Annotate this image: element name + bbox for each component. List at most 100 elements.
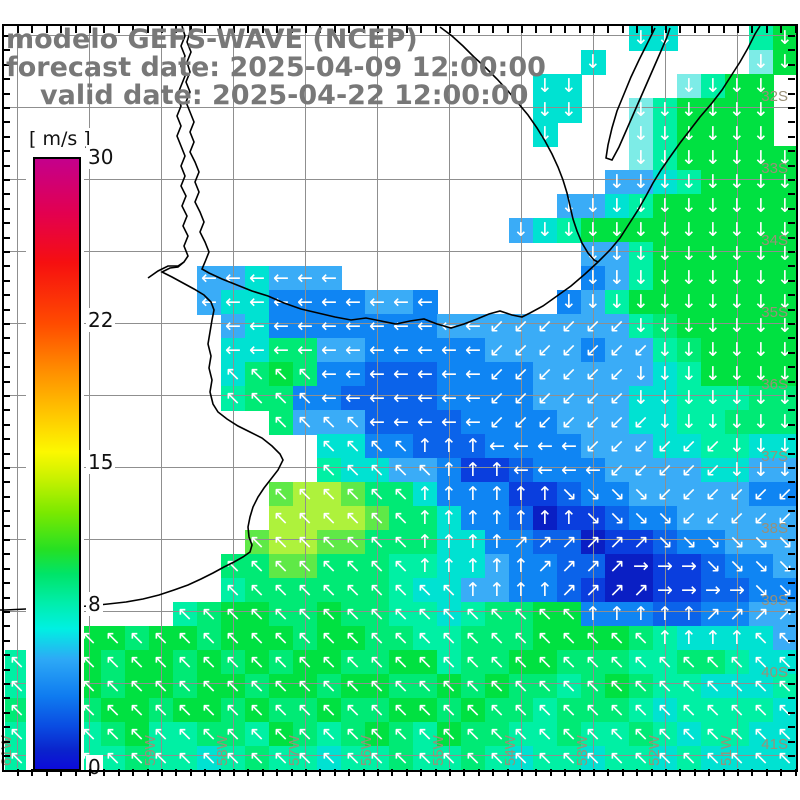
wind-direction-arrow-icon: ↗ [609, 555, 625, 577]
wind-speed-cell [485, 362, 510, 387]
wind-direction-arrow-icon: ↓ [777, 411, 793, 433]
wind-speed-cell [749, 530, 774, 555]
wind-speed-cell [701, 218, 726, 243]
wind-direction-arrow-icon: ↙ [561, 315, 577, 337]
wind-speed-cell [389, 338, 414, 363]
wind-direction-arrow-icon: ← [273, 267, 289, 289]
wind-direction-arrow-icon: ↘ [753, 579, 769, 601]
axis-tick [3, 697, 10, 700]
wind-direction-arrow-icon: ← [369, 411, 385, 433]
axis-tick [788, 625, 795, 628]
wind-speed-cell [557, 314, 582, 339]
wind-speed-cell [677, 482, 702, 507]
axis-tick [333, 769, 336, 776]
axis-tick [788, 711, 795, 714]
wind-direction-arrow-icon: ↓ [753, 363, 769, 385]
wind-speed-cell [413, 362, 438, 387]
wind-direction-arrow-icon: ↖ [345, 507, 361, 529]
wind-speed-cell [677, 362, 702, 387]
wind-speed-cell [269, 530, 294, 555]
wind-direction-arrow-icon: ↓ [753, 435, 769, 457]
wind-direction-arrow-icon: ↑ [465, 579, 481, 601]
wind-direction-arrow-icon: ↙ [609, 315, 625, 337]
wind-speed-cell [749, 122, 774, 147]
wind-direction-arrow-icon: ↗ [753, 603, 769, 625]
wind-speed-cell [341, 434, 366, 459]
wind-speed-cell [557, 410, 582, 435]
wind-direction-arrow-icon: ← [393, 411, 409, 433]
wind-direction-arrow-icon: ↙ [633, 411, 649, 433]
wind-direction-arrow-icon: ↑ [657, 603, 673, 625]
wind-speed-cell [605, 530, 630, 555]
map-title-block: modelo GEFS-WAVE (NCEP) forecast date: 2… [6, 26, 546, 110]
wind-direction-arrow-icon: ↖ [273, 507, 289, 529]
wind-direction-arrow-icon: ← [369, 387, 385, 409]
wind-speed-cell [749, 98, 774, 123]
wind-direction-arrow-icon: ↓ [633, 147, 649, 169]
wind-direction-arrow-icon: ↓ [609, 171, 625, 193]
wind-direction-arrow-icon: ← [321, 315, 337, 337]
axis-tick [3, 668, 10, 671]
wind-direction-arrow-icon: ↗ [633, 531, 649, 553]
wind-direction-arrow-icon: ↓ [777, 315, 793, 337]
wind-direction-arrow-icon: ↙ [561, 411, 577, 433]
wind-direction-arrow-icon: ↘ [681, 531, 697, 553]
wind-speed-cell [605, 170, 630, 195]
wind-speed-cell [533, 362, 558, 387]
wind-direction-arrow-icon: ↗ [729, 603, 745, 625]
wind-speed-cell [461, 482, 486, 507]
wind-speed-cell [605, 386, 630, 411]
axis-tick [788, 207, 795, 210]
axis-tick [722, 26, 725, 33]
axis-tick [794, 26, 797, 33]
wind-direction-arrow-icon: ← [345, 315, 361, 337]
wind-direction-arrow-icon: ← [249, 315, 265, 337]
axis-tick [3, 481, 10, 484]
axis-tick [103, 769, 106, 776]
wind-direction-arrow-icon: ↖ [321, 411, 337, 433]
wind-speed-cell [773, 410, 798, 435]
wind-direction-arrow-icon: ↓ [777, 195, 793, 217]
wind-direction-arrow-icon: ← [417, 339, 433, 361]
wind-direction-arrow-icon: ↑ [465, 531, 481, 553]
wind-direction-arrow-icon: ↘ [657, 531, 673, 553]
wind-direction-arrow-icon: ↓ [609, 195, 625, 217]
wind-direction-arrow-icon: ← [273, 339, 289, 361]
wind-direction-arrow-icon: ← [489, 435, 505, 457]
wind-direction-arrow-icon: ↓ [537, 99, 553, 121]
wind-direction-arrow-icon: ↙ [537, 387, 553, 409]
wind-speed-cell [461, 530, 486, 555]
wind-speed-cell [341, 386, 366, 411]
wind-direction-arrow-icon: ↖ [201, 627, 217, 649]
axis-tick [3, 251, 10, 253]
axis-tick [161, 769, 163, 776]
wind-speed-cell [317, 458, 342, 483]
wind-speed-cell [557, 386, 582, 411]
wind-speed-cell [773, 290, 798, 315]
axis-tick [765, 26, 768, 33]
wind-speed-cell [701, 482, 726, 507]
axis-tick [788, 395, 795, 397]
axis-tick [521, 769, 523, 776]
wind-direction-arrow-icon: ↖ [393, 531, 409, 553]
wind-direction-arrow-icon: ↙ [729, 483, 745, 505]
wind-direction-arrow-icon: ← [249, 291, 265, 313]
wind-speed-cell [629, 506, 654, 531]
axis-tick [3, 611, 10, 613]
wind-speed-cell [245, 314, 270, 339]
wind-speed-cell [173, 626, 198, 651]
wind-speed-cell [773, 242, 798, 267]
wind-speed-cell [533, 578, 558, 603]
axis-tick [737, 26, 739, 33]
wind-direction-arrow-icon: ↑ [609, 603, 625, 625]
wind-direction-arrow-icon: ↘ [585, 483, 601, 505]
wind-direction-arrow-icon: ↓ [705, 171, 721, 193]
wind-direction-arrow-icon: ↑ [489, 483, 505, 505]
wind-speed-cell [389, 362, 414, 387]
wind-direction-arrow-icon: ↑ [537, 483, 553, 505]
wind-direction-arrow-icon: ↑ [417, 435, 433, 457]
wind-direction-arrow-icon: ↖ [297, 363, 313, 385]
wind-direction-arrow-icon: ↑ [561, 507, 577, 529]
wind-speed-cell [413, 578, 438, 603]
axis-tick [3, 423, 10, 426]
